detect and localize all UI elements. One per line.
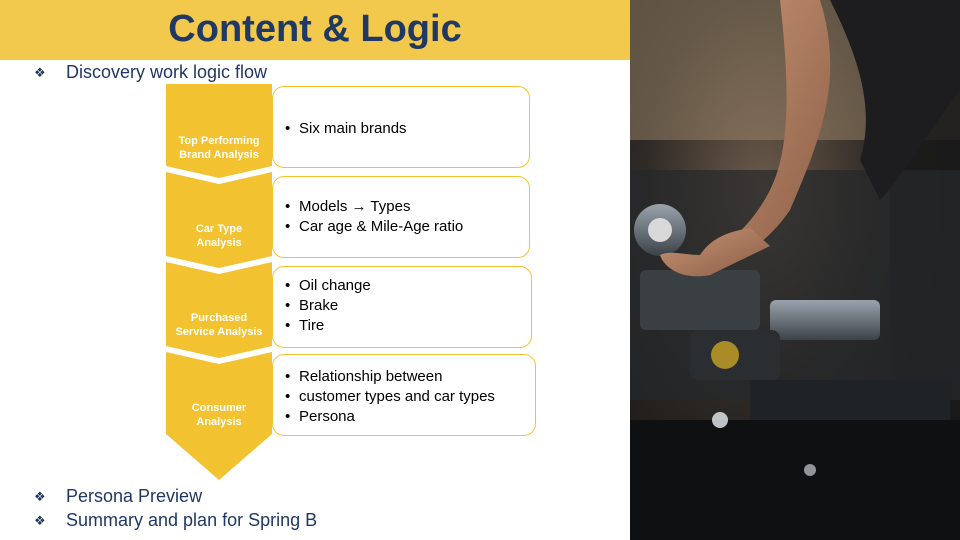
step-2-label-line2: Analysis <box>196 237 242 249</box>
step-3-item: Tire <box>285 316 531 336</box>
step-4-item: Relationship between <box>285 367 535 387</box>
bullet-summary: ❖ Summary and plan for Spring B <box>34 510 317 531</box>
step-4-label-line2: Analysis <box>196 416 242 428</box>
bullet-discovery: ❖ Discovery work logic flow <box>34 62 267 83</box>
chevron-stack <box>166 84 272 480</box>
bullet-text: Discovery work logic flow <box>66 62 268 82</box>
step-1-label-line1: Top Performing <box>178 135 260 147</box>
step-4-label-line1: Consumer <box>191 402 247 414</box>
step-1-label: Top Performing Brand Analysis <box>166 134 272 162</box>
step-3-label-line1: Purchased <box>190 312 248 324</box>
bullet-text: Persona Preview <box>66 486 203 506</box>
bullet-text: Summary and plan for Spring B <box>66 510 318 530</box>
title-bar <box>0 0 630 60</box>
step-4-box: Relationship between customer types and … <box>272 354 536 436</box>
step-3-box: Oil change Brake Tire <box>272 266 532 348</box>
step-4-item-cont-text: customer types and car types <box>299 388 495 405</box>
step-2-item: Car age & Mile-Age ratio <box>285 217 529 237</box>
step-4-item: Persona <box>285 407 535 427</box>
step-1-label-line2: Brand Analysis <box>179 149 259 161</box>
step-3-item: Oil change <box>285 276 531 296</box>
chevron-4 <box>166 352 272 480</box>
logic-flow-diagram: Top Performing Brand Analysis Car Type A… <box>166 84 546 484</box>
page-title: Content & Logic <box>168 8 462 50</box>
step-1-box: Six main brands <box>272 86 530 168</box>
chevron-2 <box>166 172 272 268</box>
step-2-item: Models → Types <box>285 197 529 217</box>
step-3-label: Purchased Service Analysis <box>166 311 272 339</box>
car-engine-photo <box>630 0 960 540</box>
bullet-persona-preview: ❖ Persona Preview <box>34 486 202 507</box>
diamond-bullet-icon: ❖ <box>34 64 46 80</box>
step-2-label-line1: Car Type <box>195 223 243 235</box>
step-4-item-continued: customer types and car types <box>285 387 535 407</box>
step-2-label: Car Type Analysis <box>166 222 272 250</box>
step-3-item: Brake <box>285 296 531 316</box>
step-2-box: Models → Types Car age & Mile-Age ratio <box>272 176 530 258</box>
diamond-bullet-icon: ❖ <box>34 512 46 528</box>
step-1-item: Six main brands <box>285 119 529 139</box>
diamond-bullet-icon: ❖ <box>34 488 46 504</box>
step-4-label: Consumer Analysis <box>166 401 272 429</box>
chevron-3 <box>166 262 272 358</box>
chevron-1 <box>166 84 272 178</box>
step-3-label-line2: Service Analysis <box>175 326 263 338</box>
